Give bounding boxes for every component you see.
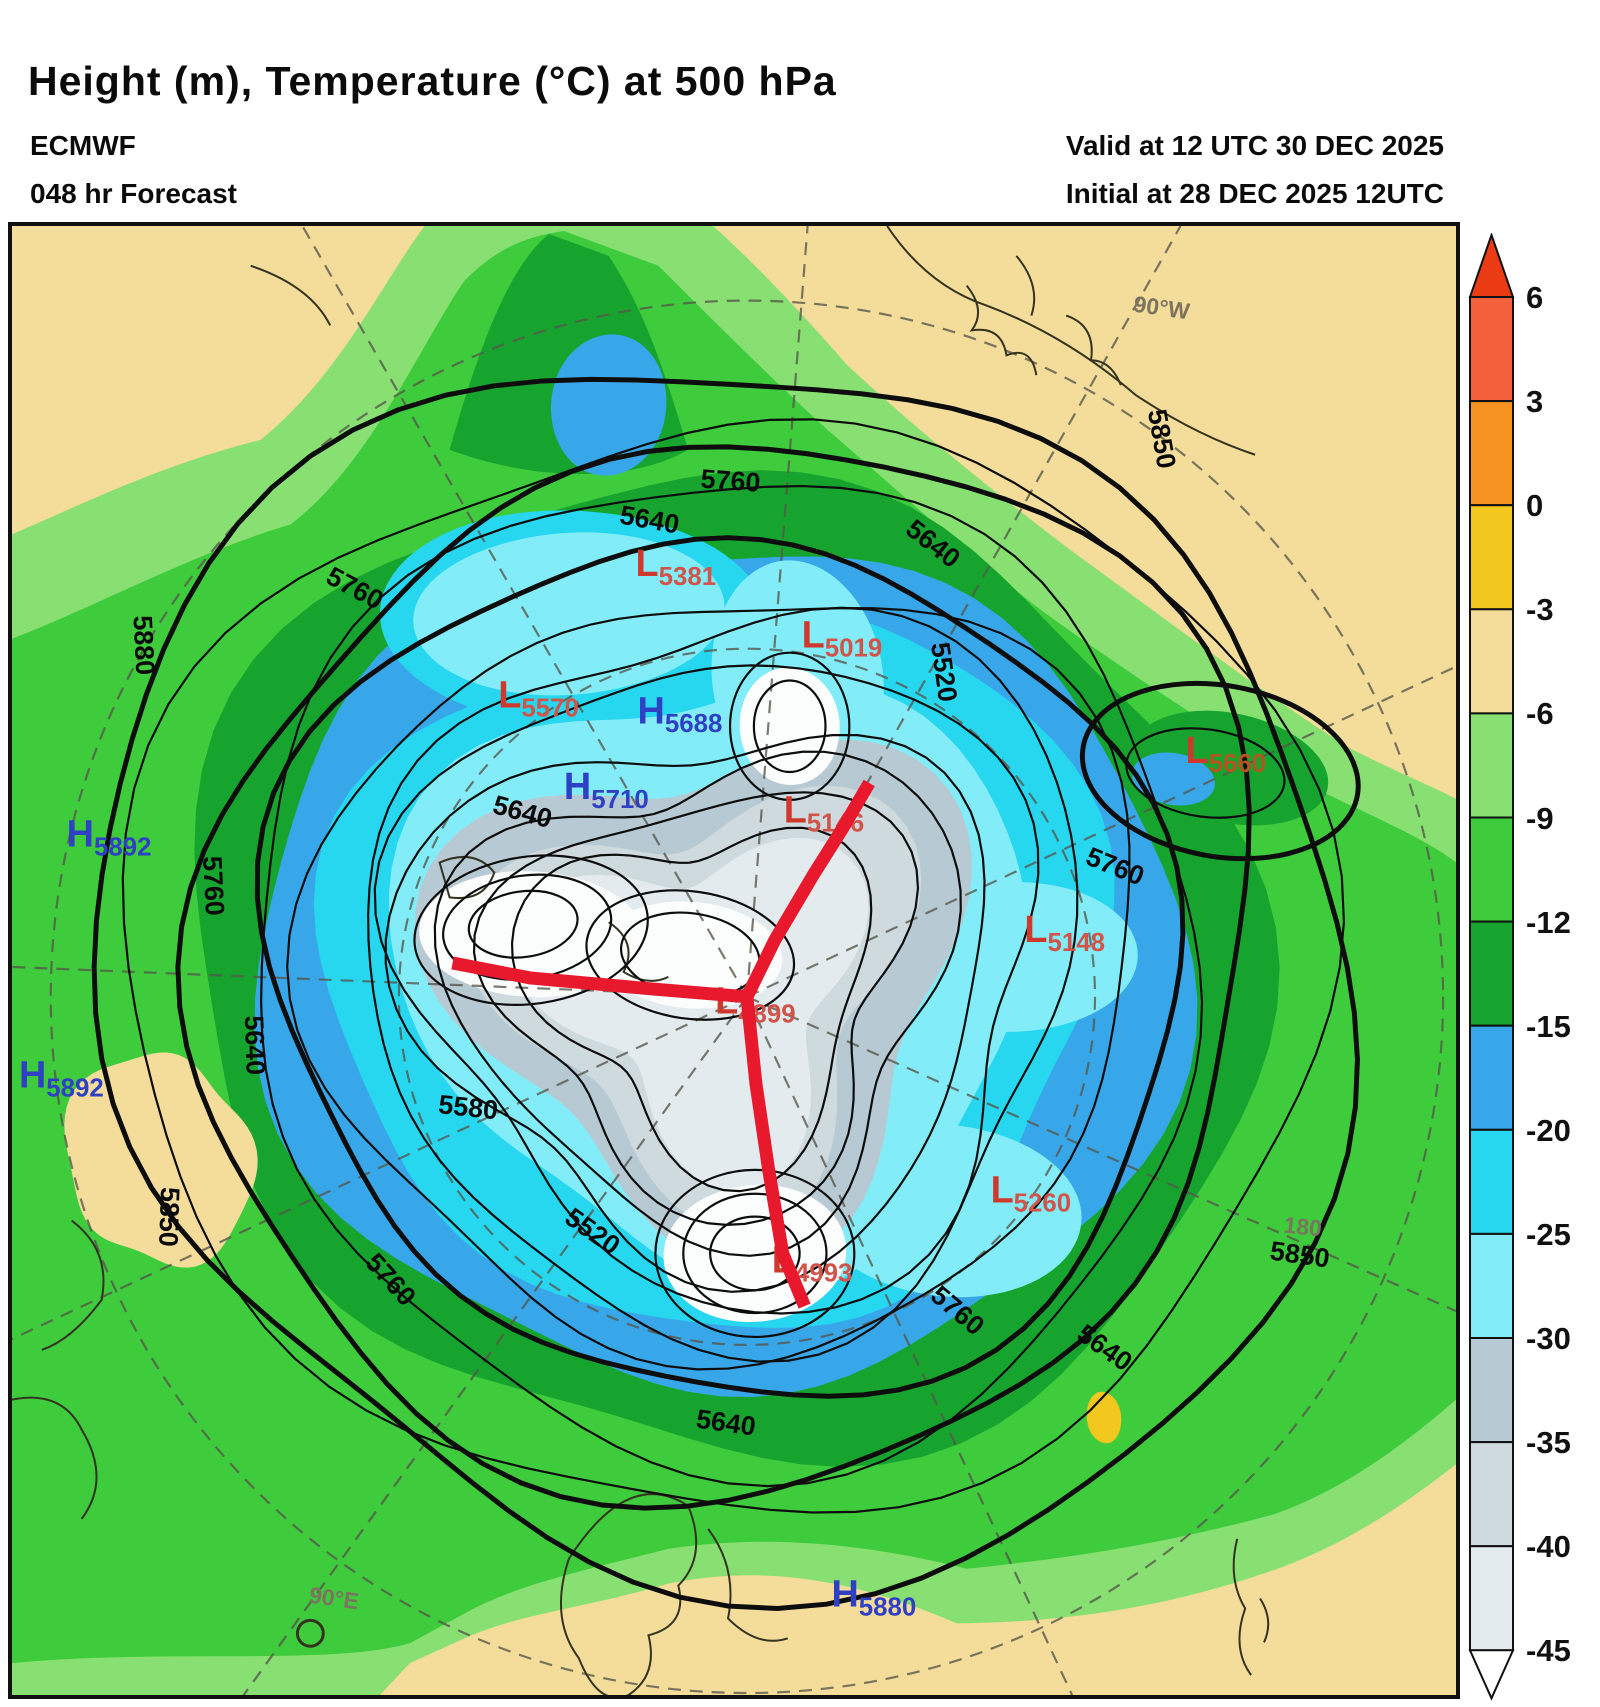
colorbar-segment <box>1469 712 1514 819</box>
colorbar-segment <box>1469 920 1514 1027</box>
colorbar-segment <box>1469 296 1514 403</box>
initial-time-label: Initial at 28 DEC 2025 12UTC <box>1065 178 1444 209</box>
height-contour-closed-low <box>413 854 649 1006</box>
height-contour <box>384 734 986 1293</box>
height-contour <box>254 535 1186 1399</box>
colorbar-scale <box>1468 233 1515 1701</box>
grid-label: 180 <box>1282 1212 1323 1242</box>
colorbar-tick--45: -45 <box>1526 1633 1571 1669</box>
colorbar-tick--9: -9 <box>1526 800 1554 836</box>
low-marker-5019: L5019 <box>802 615 883 663</box>
low-marker-5146: L5146 <box>784 790 865 838</box>
height-contour-closed-high <box>1125 727 1286 819</box>
fill-temp-m30-nw <box>413 532 725 696</box>
colorbar-segment <box>1469 608 1514 715</box>
colorbar-bottom-arrow <box>1468 1649 1515 1701</box>
colorbar-tick--35: -35 <box>1526 1425 1571 1461</box>
low-marker-5381: L5381 <box>636 543 717 591</box>
colorbar-segment <box>1469 504 1514 611</box>
height-contour <box>367 606 1079 1363</box>
colorbar-tick-3: 3 <box>1526 384 1544 420</box>
high-marker-5710: H5710 <box>564 766 649 814</box>
colorbar-segment <box>1469 1337 1514 1444</box>
high-marker-5892: H5892 <box>19 1054 104 1102</box>
low-marker-5148: L5148 <box>1024 909 1105 957</box>
colorbar-segment <box>1469 1232 1514 1340</box>
forecast-hour-label: 048 hr Forecast <box>30 178 237 209</box>
colorbar-tick--15: -15 <box>1526 1008 1571 1044</box>
island-outline <box>295 1618 325 1648</box>
low-marker-5260: L5260 <box>991 1170 1072 1218</box>
height-contour-closed-low <box>752 679 827 774</box>
colorbar-tick--3: -3 <box>1526 592 1554 628</box>
height-contour <box>175 444 1252 1511</box>
fill-temp-m30-se <box>812 1124 1082 1298</box>
height-contour-closed-low <box>709 1215 801 1292</box>
coastlines <box>12 226 1270 1695</box>
low-marker-5660: L5660 <box>1185 730 1266 778</box>
page-title: Height (m), Temperature (°C) at 500 hPa <box>28 58 837 104</box>
contour-label-5640: 5640 <box>239 1015 271 1076</box>
red-annotation-arm <box>741 779 875 1000</box>
colorbar-segment <box>1469 1441 1514 1548</box>
fill-temp-m20-e-pocket <box>1132 752 1215 806</box>
contour-label-5880: 5880 <box>127 615 160 676</box>
contour-label-5850: 5850 <box>153 1187 185 1248</box>
contour-label-5580: 5580 <box>437 1089 500 1125</box>
height-contour <box>91 376 1360 1611</box>
height-contour-closed-low <box>467 889 579 959</box>
colorbar-segment <box>1469 1128 1514 1235</box>
colorbar-tick--6: -6 <box>1526 696 1554 732</box>
height-contour <box>121 418 1346 1514</box>
colorbar-tick-6: 6 <box>1526 280 1544 315</box>
height-contour-closed-low <box>585 889 796 1021</box>
colorbar-top-arrow <box>1468 233 1515 298</box>
height-contour <box>373 664 1040 1315</box>
colorbar-tick--20: -20 <box>1526 1112 1571 1148</box>
temperature-colorbar: 6 3 0 -3 -6 -9 -12 -15 -20 -25 -30 -35 -40 -45 <box>1468 233 1600 1703</box>
height-contour-5850-oval <box>1079 680 1361 862</box>
colorbar-segment <box>1469 1545 1514 1652</box>
red-annotation-arm <box>740 996 811 1309</box>
height-contour <box>510 826 873 1193</box>
fill-temp-m20-north <box>551 334 667 476</box>
height-contour <box>286 607 1131 1371</box>
colorbar-tick--25: -25 <box>1526 1216 1571 1252</box>
height-contour-closed-low <box>654 1168 856 1339</box>
colorbar-segment <box>1469 1024 1514 1131</box>
colorbar-segment <box>1469 400 1514 507</box>
high-marker-5880: H5880 <box>831 1573 916 1621</box>
height-contour <box>260 484 1204 1488</box>
height-contour-closed-low <box>682 1192 828 1315</box>
contour-label-5760: 5760 <box>197 855 230 916</box>
colorbar-tick--40: -40 <box>1526 1529 1571 1565</box>
colorbar-tick--30: -30 <box>1526 1321 1571 1356</box>
high-marker-5688: H5688 <box>638 690 723 738</box>
colorbar-segment <box>1469 816 1514 923</box>
red-annotation-arm <box>451 956 748 1004</box>
low-marker-5570: L5570 <box>498 674 579 722</box>
graticule <box>12 226 1456 1695</box>
height-contour <box>472 791 920 1226</box>
red-annotation-axes <box>451 779 875 1309</box>
fill-temp-cold-core-ne <box>739 667 840 785</box>
model-label: ECMWF <box>30 130 136 161</box>
contour-label-5760: 5760 <box>700 464 762 498</box>
height-contour-closed-low <box>728 651 851 801</box>
colorbar-tick-0: 0 <box>1526 488 1544 524</box>
valid-time-label: Valid at 12 UTC 30 DEC 2025 <box>1065 130 1444 161</box>
high-marker-5892: H5892 <box>67 814 152 862</box>
map-frame: 5850 5760 5640 5640 5520 5880 5760 5640 5760 5640… <box>8 222 1460 1699</box>
colorbar-tick--12: -12 <box>1526 904 1571 940</box>
